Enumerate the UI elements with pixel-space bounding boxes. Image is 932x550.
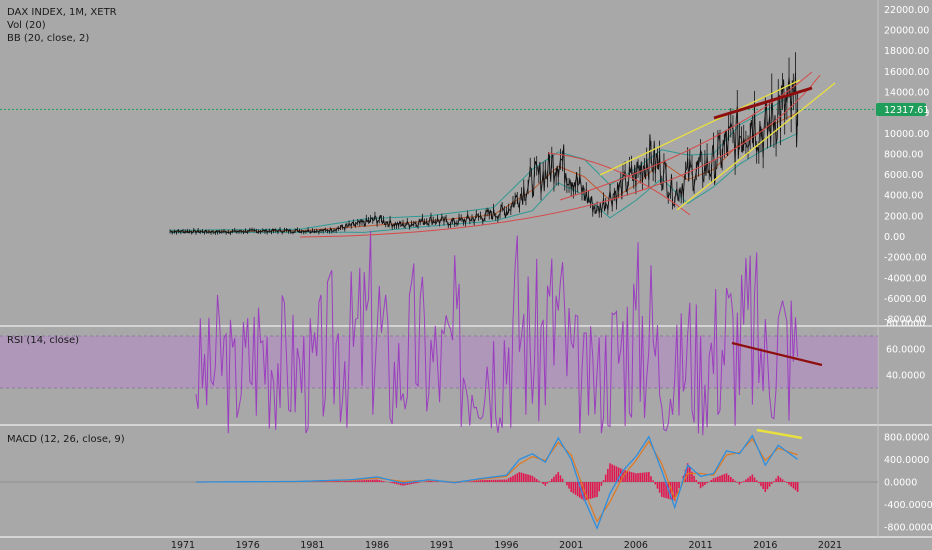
- macd-y-tick-label: -800.0000: [884, 523, 932, 534]
- rsi-pane-title: RSI (14, close): [7, 335, 79, 346]
- price-y-tick-label: 4000.00: [884, 191, 923, 202]
- bb-lower-line: [170, 132, 798, 233]
- price-line: [170, 72, 799, 234]
- x-tick-label: 2016: [753, 540, 777, 550]
- price-y-tick-label: 16000.00: [884, 67, 929, 78]
- price-y-tick-label: 18000.00: [884, 46, 929, 57]
- rsi-y-tick-label: 40.0000: [886, 371, 925, 382]
- price-y-tick-label: 20000.00: [884, 26, 929, 37]
- price-y-tick-label: -6000.00: [884, 294, 927, 305]
- bb-basis-line: [170, 112, 798, 232]
- x-tick-label: 2021: [818, 540, 842, 550]
- price-pane-title: DAX INDEX, 1M, XETR: [7, 7, 117, 18]
- price-y-tick-label: 14000.00: [884, 88, 929, 99]
- price-y-tick-label: 22000.00: [884, 5, 929, 16]
- macd-y-tick-label: 0.0000: [884, 478, 917, 489]
- price-y-tick-label: -8000.00: [884, 315, 927, 326]
- annotation-curve-upper: [547, 152, 691, 216]
- annotation-rsi-divergence: [731, 341, 823, 367]
- x-tick-label: 2006: [624, 540, 648, 550]
- macd-y-tick-label: 400.0000: [884, 455, 929, 466]
- x-tick-label: 1996: [494, 540, 518, 550]
- price-y-tick-label: 0.00: [884, 232, 905, 243]
- annotation-yellow-upper: [599, 79, 801, 176]
- x-tick-label: 1986: [365, 540, 389, 550]
- x-tick-label: 1976: [236, 540, 260, 550]
- price-y-tick-label: -4000.00: [884, 273, 927, 284]
- rsi-y-tick-label: 60.0000: [886, 345, 925, 356]
- x-tick-label: 2001: [559, 540, 583, 550]
- annotation-yellow-lower: [676, 82, 836, 211]
- last-price-value: 12317.61: [884, 105, 929, 116]
- vol-label: Vol (20): [7, 20, 46, 31]
- rsi-band: [0, 336, 878, 388]
- macd-pane-title: MACD (12, 26, close, 9): [7, 434, 125, 445]
- price-y-tick-label: 8000.00: [884, 149, 923, 160]
- price-y-tick-label: 10000.00: [884, 129, 929, 140]
- annotation-curve-lower: [299, 74, 821, 238]
- annotation-resistance-line: [713, 86, 813, 120]
- rsi-line: [195, 230, 799, 436]
- macd-y-tick-label: 800.0000: [884, 432, 929, 443]
- price-y-tick-label: -2000.00: [884, 253, 927, 264]
- rsi-y-tick-label: 80.0000: [886, 319, 925, 330]
- x-tick-label: 1981: [300, 540, 324, 550]
- annotation-curve-mid: [559, 71, 813, 201]
- price-y-tick-label: 6000.00: [884, 170, 923, 181]
- x-tick-label: 1991: [430, 540, 454, 550]
- bb-label: BB (20, close, 2): [7, 33, 89, 44]
- x-tick-label: 1971: [171, 540, 195, 550]
- price-y-tick-label: 2000.00: [884, 211, 923, 222]
- macd-line: [195, 434, 798, 531]
- x-tick-label: 2011: [689, 540, 713, 550]
- last-price-badge: [876, 103, 926, 116]
- macd-y-tick-label: -400.0000: [884, 500, 932, 511]
- annotation-macd-divergence: [756, 428, 803, 440]
